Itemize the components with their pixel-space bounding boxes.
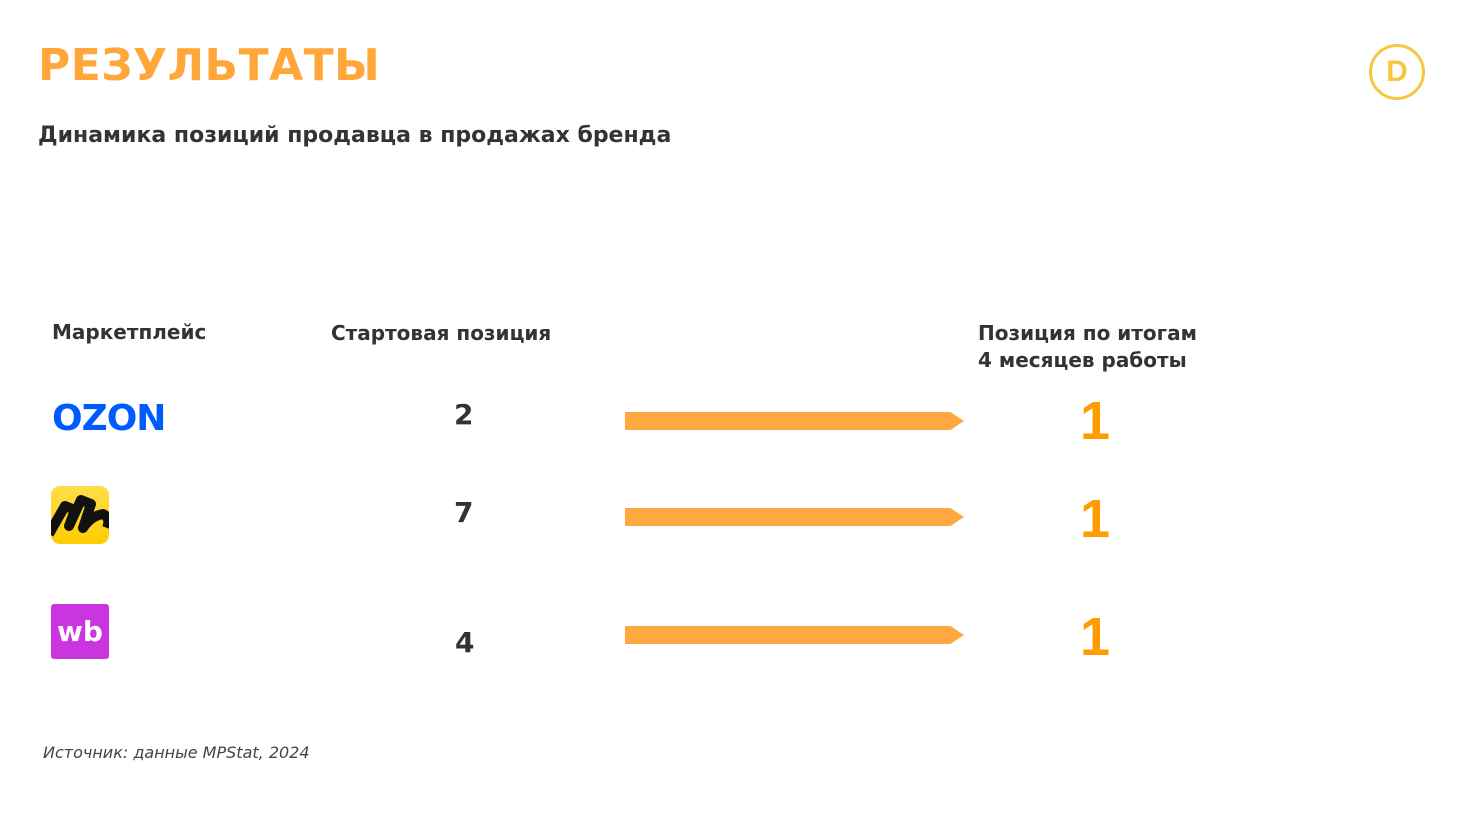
header-start-position: Стартовая позиция [331, 321, 552, 345]
header-final-line2: 4 месяцев работы [978, 348, 1187, 372]
ozon-logo: OZON [52, 398, 166, 439]
page-title: РЕЗУЛЬТАТЫ [38, 40, 381, 91]
final-position: 1 [1080, 607, 1111, 667]
arrow-icon [625, 626, 964, 644]
page-subtitle: Динамика позиций продавца в продажах бре… [38, 123, 672, 148]
header-marketplace: Маркетплейс [52, 320, 207, 344]
header-final-line1: Позиция по итогам [978, 321, 1197, 345]
market-m-icon [51, 495, 109, 537]
arrow-icon [625, 412, 964, 430]
header-final-position: Позиция по итогам 4 месяцев работы [978, 320, 1197, 374]
start-position: 2 [454, 398, 474, 431]
logo-letter: D [1386, 55, 1408, 88]
arrow-icon [625, 508, 964, 526]
yandex-market-logo [51, 486, 109, 544]
final-position: 1 [1080, 391, 1111, 451]
source-note: Источник: данные MPStat, 2024 [43, 743, 310, 762]
final-position: 1 [1080, 489, 1111, 549]
start-position: 7 [454, 496, 474, 529]
start-position: 4 [455, 626, 475, 659]
wildberries-logo: wb [51, 604, 109, 659]
wb-logo-text: wb [57, 615, 103, 648]
brand-logo: D [1369, 44, 1425, 100]
